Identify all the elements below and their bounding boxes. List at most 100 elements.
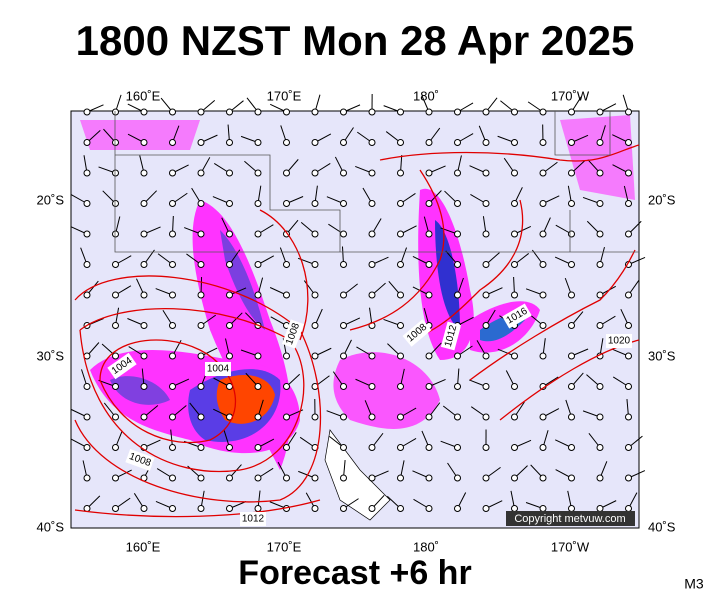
station	[369, 231, 375, 237]
station	[198, 109, 204, 115]
station	[170, 201, 176, 207]
station	[198, 231, 204, 237]
station	[170, 140, 176, 146]
station	[512, 445, 518, 451]
station	[198, 292, 204, 298]
station	[227, 292, 233, 298]
station	[597, 506, 603, 512]
station	[626, 353, 632, 359]
station	[626, 231, 632, 237]
station	[369, 140, 375, 146]
station	[626, 201, 632, 207]
station	[341, 292, 347, 298]
station	[483, 353, 489, 359]
station	[569, 140, 575, 146]
station	[597, 170, 603, 176]
station	[227, 506, 233, 512]
station	[597, 140, 603, 146]
station	[227, 475, 233, 481]
station	[597, 201, 603, 207]
station	[369, 262, 375, 268]
station	[512, 292, 518, 298]
station	[84, 231, 90, 237]
station	[540, 170, 546, 176]
station	[113, 292, 119, 298]
station	[426, 414, 432, 420]
station	[255, 384, 261, 390]
station	[255, 262, 261, 268]
station	[626, 414, 632, 420]
station	[141, 323, 147, 329]
station	[426, 292, 432, 298]
station	[141, 353, 147, 359]
station	[227, 353, 233, 359]
station	[569, 323, 575, 329]
station	[255, 414, 261, 420]
station	[284, 170, 290, 176]
station	[597, 231, 603, 237]
station	[455, 445, 461, 451]
station	[141, 140, 147, 146]
station	[198, 323, 204, 329]
station	[398, 170, 404, 176]
station	[84, 475, 90, 481]
copyright: Copyright metvuw.com	[514, 513, 625, 525]
station	[312, 292, 318, 298]
station	[198, 384, 204, 390]
station	[569, 201, 575, 207]
station	[170, 414, 176, 420]
station	[255, 109, 261, 115]
station	[626, 170, 632, 176]
station	[255, 292, 261, 298]
station	[512, 475, 518, 481]
station	[369, 170, 375, 176]
station	[569, 170, 575, 176]
station	[198, 414, 204, 420]
station	[84, 445, 90, 451]
station	[512, 170, 518, 176]
station	[255, 170, 261, 176]
station	[113, 170, 119, 176]
station	[540, 292, 546, 298]
station	[597, 262, 603, 268]
station	[141, 170, 147, 176]
model-label: M3	[684, 576, 704, 592]
station	[141, 262, 147, 268]
station	[626, 292, 632, 298]
lat-label: 30˚S	[37, 348, 65, 363]
lon-label: 170˚W	[551, 539, 590, 554]
station	[455, 201, 461, 207]
station	[540, 414, 546, 420]
lat-label: 40˚S	[648, 519, 676, 534]
station	[113, 445, 119, 451]
station	[255, 506, 261, 512]
station	[227, 201, 233, 207]
station	[312, 414, 318, 420]
station	[369, 506, 375, 512]
station	[626, 323, 632, 329]
station	[113, 231, 119, 237]
station	[540, 140, 546, 146]
station	[369, 201, 375, 207]
station	[483, 292, 489, 298]
station	[113, 353, 119, 359]
station	[198, 140, 204, 146]
station	[170, 292, 176, 298]
lon-label: 170˚W	[551, 88, 590, 103]
station	[398, 353, 404, 359]
station	[512, 109, 518, 115]
station	[426, 109, 432, 115]
station	[483, 109, 489, 115]
station	[398, 201, 404, 207]
station	[227, 323, 233, 329]
station	[597, 109, 603, 115]
lon-label: 170˚E	[267, 88, 302, 103]
station	[284, 353, 290, 359]
station	[512, 201, 518, 207]
lon-label: 160˚E	[126, 88, 161, 103]
station	[483, 445, 489, 451]
station	[512, 414, 518, 420]
station	[198, 506, 204, 512]
station	[540, 262, 546, 268]
station	[284, 201, 290, 207]
